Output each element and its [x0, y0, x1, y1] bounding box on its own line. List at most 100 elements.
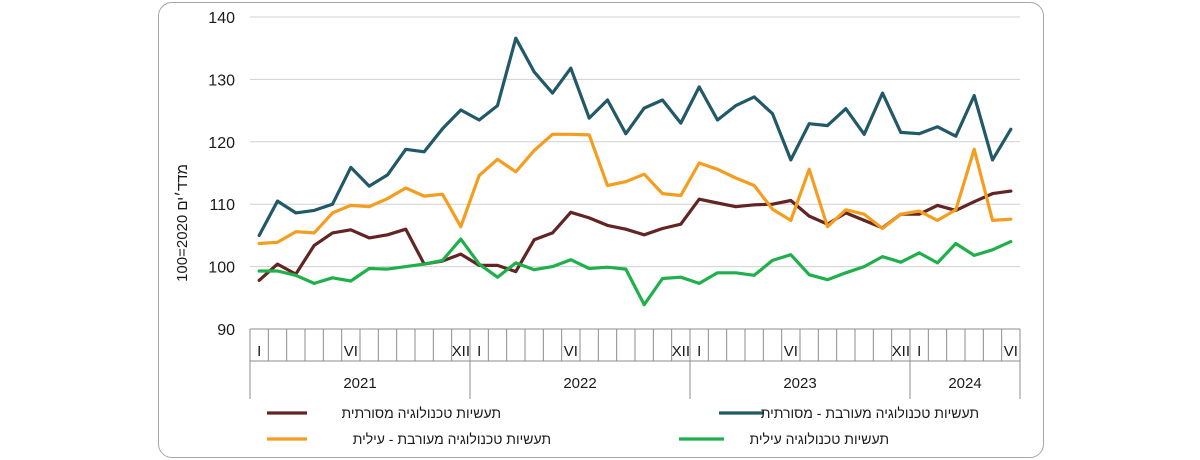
data-point — [807, 167, 811, 171]
data-point — [661, 192, 664, 195]
legend-label: תעשיות טכנולוגיה מעורבת - מסורתית — [761, 405, 979, 421]
data-point — [496, 157, 499, 161]
data-point — [844, 208, 848, 212]
series-line — [257, 36, 1013, 237]
data-point — [367, 205, 371, 209]
data-point — [404, 265, 408, 268]
data-point — [752, 203, 756, 207]
data-point — [606, 184, 609, 187]
gridlines — [250, 16, 1020, 330]
series — [257, 36, 1013, 237]
data-point — [789, 199, 793, 202]
data-point — [551, 265, 554, 268]
data-point — [734, 176, 738, 180]
data-point — [569, 132, 573, 136]
data-point — [386, 173, 389, 177]
data-point — [569, 66, 573, 70]
data-point — [1009, 217, 1013, 221]
y-tick-label: 90 — [217, 322, 235, 339]
data-point — [386, 267, 389, 271]
data-point — [624, 267, 628, 271]
data-point — [661, 277, 664, 280]
data-point — [367, 267, 371, 270]
data-point — [569, 258, 573, 262]
legend: תעשיות טכנולוגיה מעורבת - מסורתית תעשיות … — [267, 405, 979, 447]
data-point — [679, 275, 683, 279]
data-point — [606, 98, 609, 102]
data-point — [771, 258, 774, 262]
data-point — [496, 263, 499, 267]
data-point — [276, 262, 279, 266]
data-point — [771, 202, 774, 206]
data-point — [312, 209, 316, 212]
data-point — [477, 174, 481, 177]
data-point — [459, 225, 463, 229]
data-point — [862, 265, 866, 268]
data-point — [587, 267, 591, 270]
data-point — [312, 243, 316, 247]
data-point — [331, 231, 334, 235]
data-point — [587, 116, 591, 120]
data-point — [624, 180, 628, 184]
data-point — [367, 236, 371, 240]
data-point — [532, 268, 536, 272]
data-point — [331, 276, 334, 280]
legend-entry: תעשיות טכנולוגיה מסורתית — [267, 405, 501, 421]
data-point — [661, 98, 664, 102]
data-point — [771, 112, 774, 116]
data-point — [642, 233, 646, 237]
data-point — [294, 273, 298, 277]
data-point — [972, 200, 976, 204]
data-point — [679, 222, 683, 226]
series-lines — [257, 36, 1013, 307]
data-point — [477, 118, 481, 122]
data-point — [917, 132, 921, 136]
data-point — [697, 282, 701, 285]
data-point — [606, 265, 609, 269]
data-point — [349, 165, 353, 169]
data-point — [514, 170, 518, 174]
data-point — [862, 132, 866, 136]
data-point — [459, 108, 463, 112]
data-point — [532, 70, 536, 74]
data-point — [404, 227, 408, 231]
year-label: 2023 — [783, 375, 816, 392]
data-point — [991, 158, 994, 162]
legend-label: תעשיות טכנולוגיה עילית — [750, 431, 890, 447]
data-point — [331, 211, 334, 215]
data-point — [844, 271, 848, 275]
data-point — [789, 253, 793, 257]
y-tick-label: 110 — [209, 197, 235, 214]
data-point — [752, 273, 756, 277]
data-point — [716, 167, 719, 171]
data-point — [899, 131, 903, 134]
data-point — [899, 260, 903, 264]
data-point — [642, 172, 646, 176]
data-point — [844, 107, 848, 111]
data-point — [569, 210, 573, 214]
month-tick-label: I — [697, 343, 701, 360]
data-point — [532, 149, 536, 152]
data-point — [624, 227, 628, 231]
data-point — [917, 251, 921, 255]
data-point — [789, 158, 793, 162]
data-point — [276, 269, 279, 273]
data-point — [422, 194, 426, 198]
data-point — [257, 278, 261, 282]
data-point — [807, 273, 811, 277]
data-point — [441, 192, 444, 196]
data-point — [734, 205, 738, 209]
data-point — [606, 224, 609, 227]
data-point — [404, 186, 408, 190]
data-point — [276, 199, 279, 203]
data-point — [349, 204, 353, 207]
data-point — [587, 216, 591, 220]
data-point — [349, 228, 353, 232]
data-point — [294, 230, 298, 234]
data-point — [826, 278, 829, 282]
data-point — [752, 95, 756, 99]
data-point — [386, 233, 389, 237]
data-point — [991, 248, 994, 252]
x-axis: I VI XII I VI XII I VI XII I VI 2021 2022 2023 2024 — [249, 329, 1021, 399]
data-point — [587, 133, 591, 137]
